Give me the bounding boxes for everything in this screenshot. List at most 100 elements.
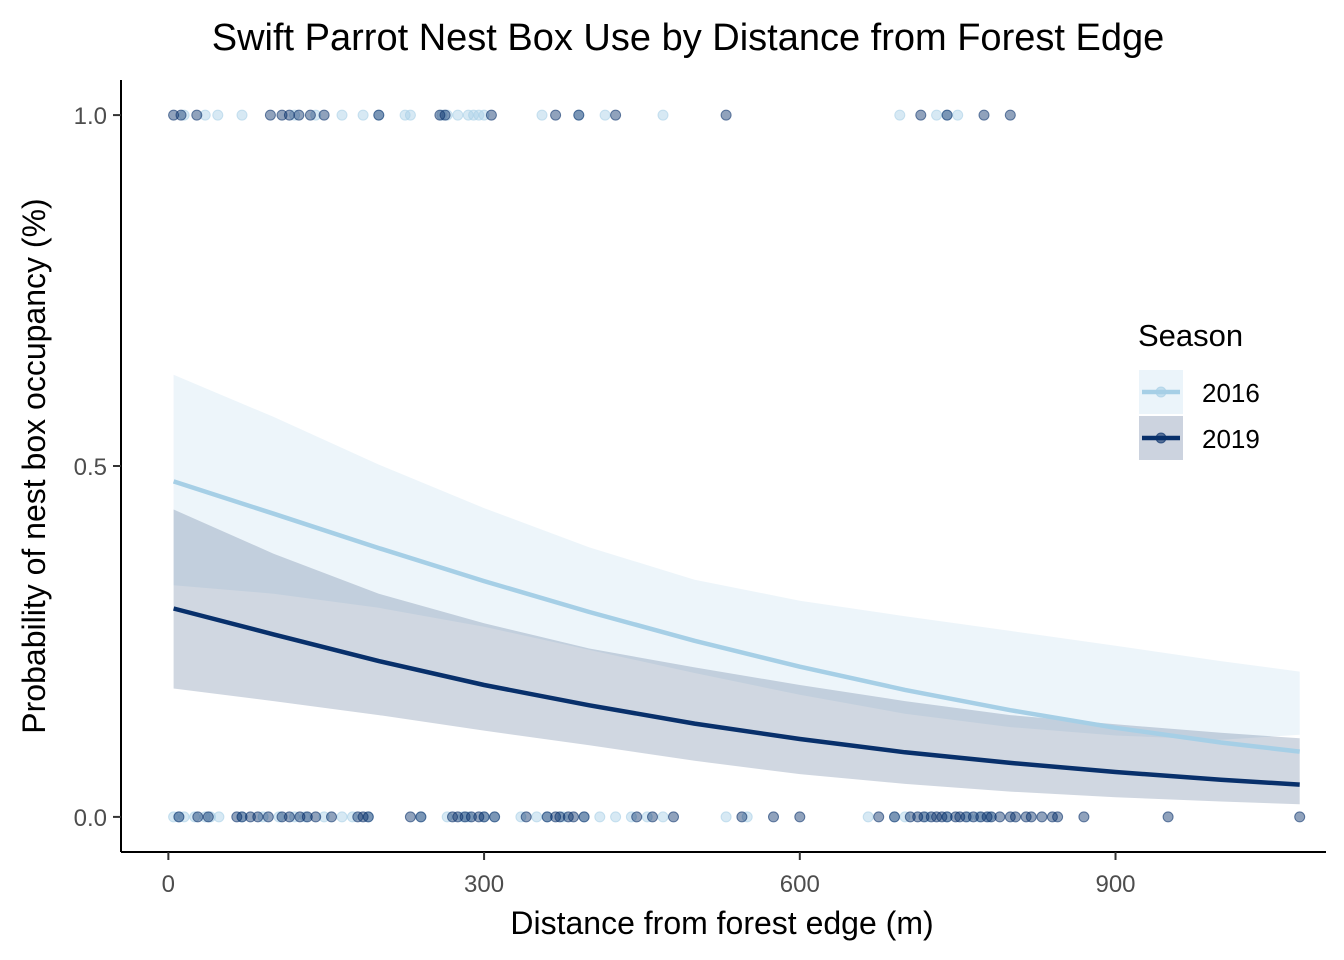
point-2019 [301,811,313,823]
point-2019 [889,811,900,823]
x-tick-label: 600 [780,871,820,898]
legend: Season 2016 2019 [1138,318,1260,460]
point-2019 [191,109,203,121]
point-2016 [236,109,248,121]
point-2016 [931,109,943,121]
legend-point-2019 [1155,432,1167,444]
point-2019 [794,811,806,823]
point-2019 [647,811,658,823]
point-2019 [485,109,497,121]
point-2019 [489,811,501,823]
point-2019 [276,109,288,121]
point-2019 [326,811,337,823]
point-2019 [294,811,306,823]
point-2019 [1078,811,1090,823]
point-2016 [657,811,669,823]
point-2019 [981,811,993,823]
axes: 0 300 600 900 0.0 0.5 1.0 [74,80,1326,898]
point-2019 [941,109,953,121]
point-2019 [631,811,643,823]
point-2016 [213,811,225,823]
point-2019 [736,811,748,823]
point-2019 [276,811,288,823]
point-2016 [594,811,606,823]
point-2019 [283,109,295,121]
x-tick-label: 0 [162,871,175,898]
point-2016 [599,109,611,121]
x-tick-label: 900 [1095,871,1135,898]
point-2016 [452,109,464,121]
curve-2019 [173,606,1300,787]
point-2019 [873,811,885,823]
point-2016 [610,811,622,823]
point-2019 [1025,811,1037,823]
point-2019 [168,109,180,121]
point-2019 [915,109,927,121]
point-2019 [541,811,553,823]
point-2019 [668,811,679,823]
y-tick-label: 0.0 [74,805,107,832]
point-2019 [439,109,451,121]
point-2019 [478,811,490,823]
y-tick-label: 0.5 [74,454,107,481]
point-2019 [310,811,322,823]
point-2016 [336,109,348,121]
point-2019 [768,811,779,823]
point-2019 [985,811,997,823]
point-2016 [404,109,416,121]
point-2016 [536,109,548,121]
x-axis-title: Distance from forest edge (m) [510,905,933,941]
point-2019 [1036,811,1048,823]
point-2019 [610,109,622,121]
point-2019 [978,109,990,121]
point-2019 [283,811,295,823]
point-2019 [264,109,276,121]
point-2019 [550,811,562,823]
legend-label-2019: 2019 [1202,424,1260,454]
point-2019 [904,811,916,823]
point-2016 [199,109,211,121]
point-2016 [952,109,964,121]
point-2019 [236,811,248,823]
x-tick-label: 300 [464,871,504,898]
point-2016 [657,109,669,121]
plot-area [168,109,1306,823]
point-2019 [304,109,316,121]
point-2019 [520,811,532,823]
point-2019 [373,109,385,121]
point-2019 [720,109,732,121]
curve-2016 [172,479,1300,754]
point-2019 [202,811,214,823]
point-2019 [568,811,579,823]
point-2019 [293,109,305,121]
point-2016 [357,109,369,121]
point-2016 [894,109,906,121]
point-2016 [720,811,732,823]
point-2019 [465,811,477,823]
point-2019 [192,811,204,823]
point-2019 [262,811,274,823]
point-2019 [967,811,979,823]
point-2019 [994,811,1006,823]
point-2019 [404,811,416,823]
point-2019 [244,811,256,823]
legend-label-2016: 2016 [1202,378,1260,408]
point-2019 [318,109,330,121]
ribbon-2019 [173,509,1300,805]
point-2019 [1004,109,1016,121]
chart-title: Swift Parrot Nest Box Use by Distance fr… [212,17,1164,59]
point-2019 [1294,811,1306,823]
point-2019 [175,109,187,121]
point-2019 [573,109,585,121]
y-tick-label: 1.0 [74,103,107,130]
point-2019 [550,109,562,121]
point-2016 [318,811,330,823]
point-2019 [415,811,427,823]
point-2016 [531,811,543,823]
point-2019 [252,811,264,823]
legend-point-2016 [1155,386,1167,398]
point-2019 [941,811,953,823]
point-2019 [554,811,566,823]
point-2019 [362,811,374,823]
